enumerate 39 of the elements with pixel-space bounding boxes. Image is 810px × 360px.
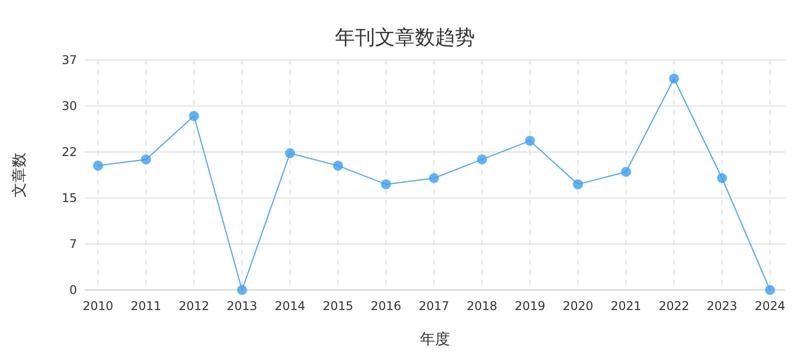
y-tick-label: 15 xyxy=(62,191,77,206)
x-tick-label: 2023 xyxy=(706,299,738,313)
y-tick-label: 37 xyxy=(62,53,77,68)
x-tick-label: 2013 xyxy=(226,299,258,313)
x-tick-label: 2020 xyxy=(562,299,594,313)
x-tick-label: 2014 xyxy=(274,299,306,313)
x-tick-label: 2012 xyxy=(178,299,210,313)
y-tick-label: 7 xyxy=(69,237,77,252)
y-axis-title: 文章数 xyxy=(10,152,28,198)
x-tick-label: 2018 xyxy=(466,299,498,313)
point xyxy=(237,285,247,295)
point xyxy=(189,110,199,121)
x-axis-title: 年度 xyxy=(420,330,450,348)
point xyxy=(429,173,439,184)
x-tick-label: 2011 xyxy=(130,299,162,313)
x-tick-label: 2010 xyxy=(82,299,114,313)
x-tick-label: 2017 xyxy=(418,299,450,313)
x-tick-label: 2021 xyxy=(610,299,642,313)
x-tick-label: 2016 xyxy=(370,299,402,313)
y-tick-label: 30 xyxy=(62,99,77,114)
point xyxy=(141,154,151,164)
point xyxy=(525,136,535,146)
point xyxy=(381,179,391,190)
point xyxy=(285,148,295,158)
point xyxy=(93,160,103,171)
point xyxy=(477,154,487,164)
x-tick-label: 2019 xyxy=(514,299,546,313)
point xyxy=(573,179,583,190)
y-tick-label: 0 xyxy=(69,283,77,298)
point xyxy=(717,173,727,184)
y-tick-label: 22 xyxy=(62,145,77,160)
x-tick-label: 2024 xyxy=(754,299,786,313)
x-tick-label: 2015 xyxy=(322,299,354,313)
x-tick-label: 2022 xyxy=(658,299,690,313)
point xyxy=(621,166,631,177)
point xyxy=(765,285,775,295)
chart-title: 年刊文章数趋势 xyxy=(335,25,475,49)
point xyxy=(669,74,679,84)
point xyxy=(333,160,343,171)
